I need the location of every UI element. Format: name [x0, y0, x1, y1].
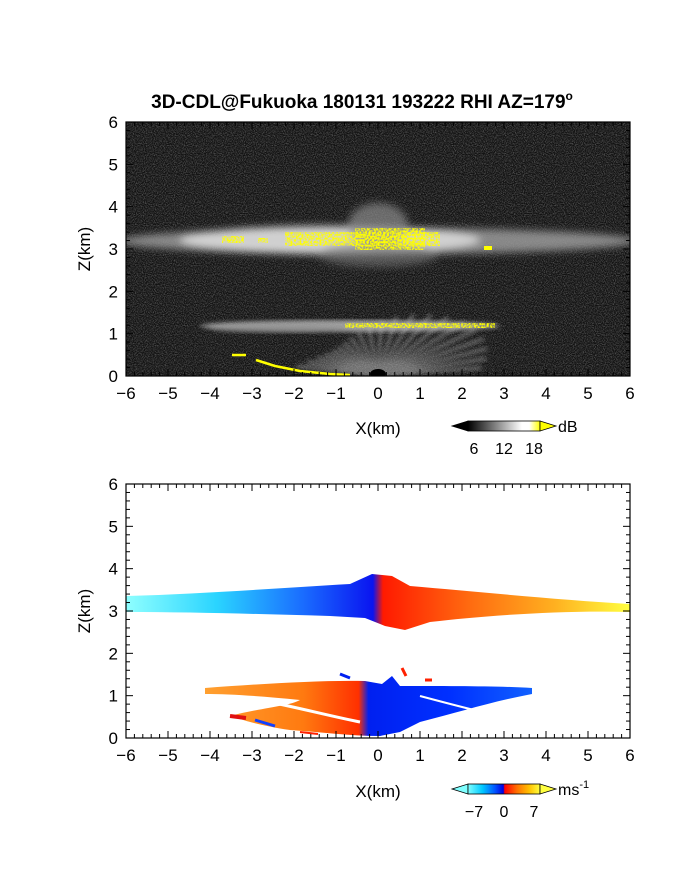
- x-tick-label: −3: [242, 746, 261, 765]
- x-tick-label: −2: [284, 384, 303, 403]
- ray: [376, 320, 383, 376]
- colorbar-unit: dB: [558, 419, 578, 436]
- y-tick-label: 6: [109, 113, 118, 132]
- ray: [367, 325, 380, 376]
- x-tick-label: 4: [541, 384, 550, 403]
- x-tick-label: −6: [116, 746, 135, 765]
- ray: [377, 328, 477, 376]
- x-tick-label: 3: [499, 384, 508, 403]
- colorbar-tick-label: −7: [465, 804, 483, 821]
- colorbar-tick-label: 0: [500, 804, 509, 821]
- lower-layer-velocity: [205, 676, 532, 736]
- x-tick-label: −4: [200, 746, 219, 765]
- x-axis-label: X(km): [355, 782, 400, 801]
- x-tick-label: −5: [158, 384, 177, 403]
- x-tick-label: 6: [625, 746, 634, 765]
- x-tick-label: −1: [326, 746, 345, 765]
- x-tick-label: −1: [326, 384, 345, 403]
- y-tick-label: 0: [109, 729, 118, 748]
- y-tick-label: 4: [109, 560, 118, 579]
- velocity-streaks: [229, 667, 501, 735]
- y-tick-label: 2: [109, 644, 118, 663]
- colorbar-tick-label: 7: [530, 804, 539, 821]
- colorbar-backscatter: dB 6 12 18: [450, 419, 578, 458]
- colorbar-unit: ms-1: [558, 779, 589, 799]
- x-tick-label: 2: [457, 746, 466, 765]
- colorbar-tick-label: 18: [525, 441, 543, 458]
- y-tick-label: 0: [109, 367, 118, 386]
- ray: [377, 357, 487, 376]
- ray: [377, 347, 488, 376]
- ray: [357, 331, 380, 376]
- x-tick-label: 0: [373, 384, 382, 403]
- colorbar-velocity: ms-1 −7 0 7: [450, 779, 589, 821]
- y-tick-labels: 0 1 2 3 4 5 6: [109, 475, 118, 748]
- chart-title: 3D-CDL@Fukuoka 180131 193222 RHI AZ=179o: [151, 89, 573, 113]
- x-tick-label: −4: [200, 384, 219, 403]
- y-tick-label: 1: [109, 687, 118, 706]
- x-tick-label: 0: [373, 746, 382, 765]
- x-tick-label: 5: [583, 384, 592, 403]
- x-tick-labels: −6 −5 −4 −3 −2 −1 0 1 2 3 4 5 6: [116, 746, 634, 765]
- ray: [377, 321, 465, 376]
- y-axis-label: Z(km): [75, 227, 94, 271]
- y-tick-label: 3: [109, 602, 118, 621]
- x-tick-label: 1: [415, 384, 424, 403]
- colorbar-tick-label: 12: [495, 441, 513, 458]
- y-tick-label: 1: [109, 325, 118, 344]
- x-tick-label: 3: [499, 746, 508, 765]
- x-tick-label: −5: [158, 746, 177, 765]
- colorbar-ticks: 6 12 18: [470, 441, 543, 458]
- y-axis-label: Z(km): [75, 589, 94, 633]
- x-tick-label: −2: [284, 746, 303, 765]
- x-tick-label: −3: [242, 384, 261, 403]
- y-tick-label: 3: [109, 240, 118, 259]
- backscatter-image: [126, 122, 630, 376]
- near-field-rays: [296, 313, 488, 376]
- colorbar-tick-label: 6: [470, 441, 479, 458]
- ray: [296, 364, 379, 376]
- y-tick-label: 5: [109, 155, 118, 174]
- x-tick-label: 1: [415, 746, 424, 765]
- y-tick-label: 6: [109, 475, 118, 494]
- velocity-image: [126, 484, 630, 738]
- y-tick-label: 4: [109, 198, 118, 217]
- colorbar-ticks: −7 0 7: [465, 804, 539, 821]
- axis-ticks: [125, 483, 631, 739]
- x-tick-label: 2: [457, 384, 466, 403]
- y-tick-labels: 0 1 2 3 4 5 6: [109, 113, 118, 386]
- x-tick-label: 5: [583, 746, 592, 765]
- x-axis-label: X(km): [355, 419, 400, 438]
- ray: [377, 337, 485, 376]
- saturated-regions: [222, 228, 495, 376]
- x-tick-labels: −6 −5 −4 −3 −2 −1 0 1 2 3 4 5 6: [116, 384, 634, 403]
- y-tick-label: 5: [109, 517, 118, 536]
- axis-ticks: [125, 121, 631, 377]
- x-tick-label: 4: [541, 746, 550, 765]
- upper-layer-velocity: [126, 574, 630, 630]
- y-tick-label: 2: [109, 282, 118, 301]
- x-tick-label: −6: [116, 384, 135, 403]
- x-tick-label: 6: [625, 384, 634, 403]
